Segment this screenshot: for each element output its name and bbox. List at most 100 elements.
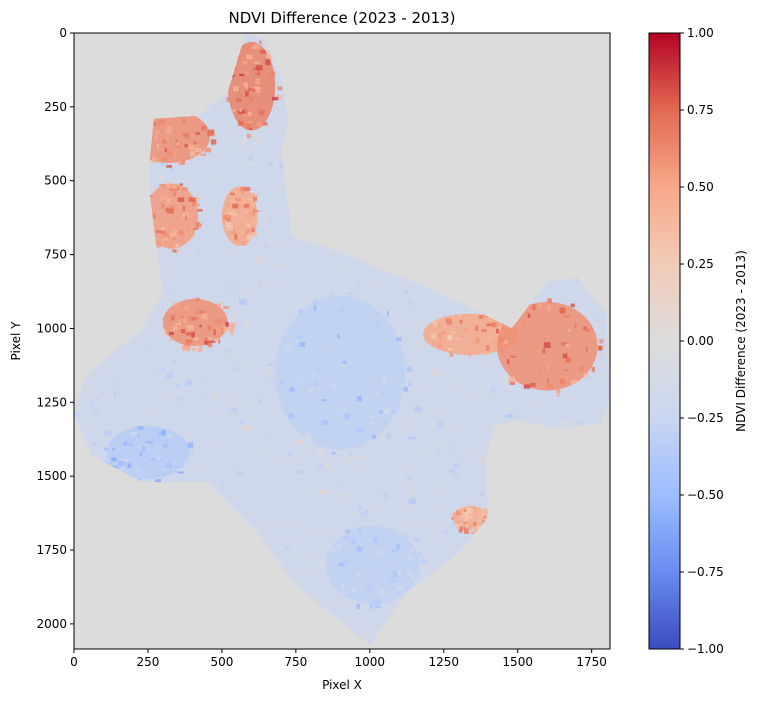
high-change-patch-cell	[466, 507, 473, 514]
texture-cell	[168, 418, 172, 422]
texture-cell	[207, 481, 212, 485]
high-change-patch-cell	[566, 357, 571, 363]
low-change-patch-cell	[130, 432, 138, 436]
high-change-patch-cell	[459, 515, 463, 519]
region-texture	[74, 33, 610, 645]
low-change-patch-cell	[336, 543, 341, 550]
texture-cell	[244, 322, 250, 329]
low-change-patch-cell	[288, 413, 294, 419]
texture-cell	[475, 498, 483, 501]
texture-cell	[447, 447, 455, 450]
high-change-patch-cell	[599, 339, 604, 344]
texture-cell	[236, 471, 244, 475]
y-tick-label: 250	[44, 100, 67, 114]
low-change-patch-cell	[356, 546, 363, 552]
low-change-patch-cell	[280, 381, 284, 386]
texture-cell	[167, 336, 170, 343]
texture-cell	[447, 550, 450, 554]
high-change-patch-cell	[178, 230, 184, 236]
high-change-patch-cell	[496, 328, 499, 334]
high-change-patch-cell	[243, 187, 251, 191]
high-change-patch	[221, 186, 260, 246]
texture-cell	[443, 310, 450, 315]
x-tick-label: 1500	[502, 655, 533, 669]
high-change-patch-cell	[256, 121, 263, 127]
high-change-patch-cell	[169, 232, 177, 237]
low-change-patch-cell	[373, 600, 381, 605]
low-change-patch-cell	[164, 437, 168, 444]
texture-cell	[262, 522, 269, 526]
high-change-patch	[226, 40, 283, 139]
low-change-patch-cell	[379, 410, 383, 414]
texture-cell	[96, 393, 102, 399]
texture-cell	[116, 379, 119, 385]
low-change-patch-cell	[329, 292, 334, 296]
high-change-patch-cell	[149, 194, 153, 198]
high-change-patch-cell	[192, 200, 197, 207]
high-change-patch-cell	[437, 320, 440, 325]
texture-cell	[443, 442, 449, 449]
high-change-patch-cell	[200, 153, 206, 157]
high-change-patch-cell	[529, 343, 535, 349]
high-change-patch-cell	[233, 67, 238, 71]
texture-cell	[193, 447, 197, 450]
texture-cell	[372, 508, 378, 511]
high-change-patch-cell	[186, 325, 193, 328]
high-change-patch-cell	[464, 526, 466, 533]
high-change-patch-cell	[457, 521, 461, 524]
texture-cell	[268, 438, 274, 443]
high-change-patch-cell	[246, 46, 249, 51]
low-change-patch-cell	[395, 336, 402, 342]
low-change-patch-cell	[423, 572, 430, 578]
high-change-patch-cell	[166, 182, 170, 188]
high-change-patch-cell	[601, 353, 604, 356]
low-change-patch-cell	[421, 559, 428, 565]
high-change-patch-cell	[160, 197, 168, 200]
low-change-patch-cell	[364, 598, 369, 601]
colorbar-ticks: 1.00 0.75 0.50 0.25 0.00 −0.25 −0.50 −0.75 −1.00	[680, 26, 724, 656]
high-change-patch-cell	[182, 132, 189, 137]
high-change-patch-cell	[481, 329, 487, 333]
low-change-patch-cell	[361, 299, 368, 303]
low-change-patch-cell	[356, 395, 362, 402]
texture-cell	[186, 380, 193, 386]
texture-cell	[307, 593, 314, 598]
high-change-patch-cell	[546, 378, 549, 383]
texture-cell	[239, 273, 242, 277]
y-tick-label: 500	[44, 174, 67, 188]
low-change-patch-cell	[372, 434, 376, 440]
low-change-patch-cell	[340, 584, 344, 589]
texture-cell	[229, 147, 233, 152]
high-change-patch-cell	[154, 135, 157, 140]
low-change-patch-cell	[121, 466, 124, 470]
high-change-patch-cell	[449, 353, 454, 357]
texture-cell	[298, 582, 306, 588]
texture-cell	[313, 491, 317, 494]
high-change-patch-cell	[547, 384, 553, 388]
high-change-patch-cell	[447, 347, 453, 351]
texture-cell	[421, 416, 426, 423]
y-tick-label: 1250	[36, 395, 67, 409]
texture-cell	[197, 462, 202, 469]
texture-cell	[244, 425, 252, 431]
low-change-patch-cell	[177, 471, 184, 474]
high-change-patch-cell	[242, 186, 249, 189]
y-tick-label: 0	[59, 26, 67, 40]
high-change-patch-cell	[178, 319, 181, 326]
high-change-patch-cell	[175, 139, 179, 142]
texture-cell	[274, 264, 281, 268]
texture-cell	[205, 174, 211, 179]
texture-cell	[449, 469, 456, 473]
high-change-patch-cell	[253, 61, 261, 64]
low-change-patch-cell	[269, 380, 275, 386]
high-change-patch-cell	[451, 517, 455, 520]
low-change-patch-cell	[118, 461, 125, 467]
low-change-patch-cell	[119, 431, 123, 434]
low-change-patch-cell	[406, 570, 410, 576]
high-change-patch-cell	[221, 327, 224, 334]
low-change-patch-cell	[139, 452, 143, 456]
high-change-patch-cell	[254, 73, 260, 76]
texture-cell	[322, 462, 325, 466]
low-change-patch-cell	[282, 422, 286, 428]
texture-cell	[476, 394, 481, 400]
